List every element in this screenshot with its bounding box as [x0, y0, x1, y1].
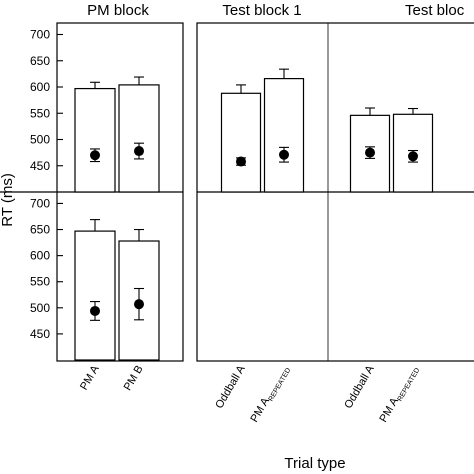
mean-point-panel2-0 [236, 156, 246, 167]
y-tick-label-bottom-600: 600 [30, 249, 50, 263]
mean-point-panel0-0 [90, 150, 100, 161]
mean-point-panel1-0 [90, 305, 100, 316]
x-tick-label-col2-0: Oddball A [342, 363, 377, 411]
mean-point-panel2-1 [279, 149, 289, 160]
y-tick-label-bottom-700: 700 [30, 196, 50, 210]
bar-panel2-0 [220, 92, 262, 193]
y-tick-label-bottom-500: 500 [30, 301, 50, 315]
bar-panel0-0 [74, 87, 116, 193]
mean-point-panel1-1 [134, 299, 144, 310]
x-tick-label-col2-1: PM AREPEATED [377, 364, 421, 426]
y-tick-label-bottom-450: 450 [30, 327, 50, 341]
y-axis-title: RT (ms) [0, 173, 16, 227]
bar-panel3-0 [349, 114, 391, 193]
y-tick-label-top-450: 450 [30, 159, 50, 173]
y-tick-label-top-600: 600 [30, 80, 50, 94]
x-tick-label-col0-0: PM A [78, 363, 102, 392]
mean-point-panel0-1 [134, 146, 144, 157]
y-tick-label-top-500: 500 [30, 133, 50, 147]
bar-panel1-0 [74, 230, 116, 361]
mean-point-panel3-0 [365, 147, 375, 158]
y-tick-label-top-700: 700 [30, 28, 50, 42]
x-tick-label-col1-1: PM AREPEATED [248, 364, 292, 426]
y-tick-label-top-550: 550 [30, 106, 50, 120]
x-tick-label-col0-1: PM B [122, 364, 146, 393]
mean-point-panel3-1 [408, 151, 418, 162]
bar-panel2-1 [263, 77, 305, 193]
x-axis-title: Trial type [284, 455, 345, 472]
x-tick-label-col1-0: Oddball A [213, 363, 248, 411]
column-title-test-block-2: Test bloc [405, 2, 465, 19]
bar-panel0-1 [118, 84, 160, 193]
column-title-test-block-1: Test block 1 [222, 2, 301, 19]
y-tick-label-top-650: 650 [30, 54, 50, 68]
y-tick-label-bottom-550: 550 [30, 275, 50, 289]
column-title-pm-block: PM block [87, 2, 149, 19]
y-tick-label-bottom-650: 650 [30, 223, 50, 237]
